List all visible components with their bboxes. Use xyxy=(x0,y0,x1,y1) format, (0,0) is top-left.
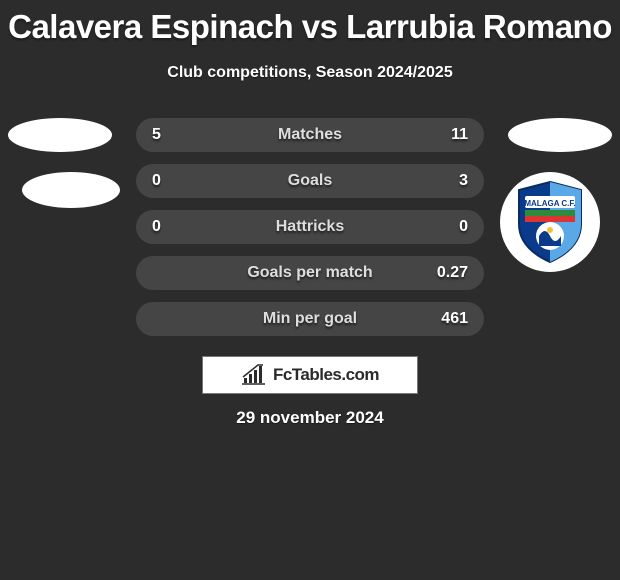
stat-row: 0 Hattricks 0 xyxy=(136,210,484,244)
svg-text:MALAGA C.F.: MALAGA C.F. xyxy=(524,199,575,208)
stat-row: 0 Goals 3 xyxy=(136,164,484,198)
stat-left-value: 0 xyxy=(152,172,212,190)
stat-right-value: 0.27 xyxy=(408,264,468,282)
stat-row: 5 Matches 11 xyxy=(136,118,484,152)
subtitle: Club competitions, Season 2024/2025 xyxy=(0,64,620,82)
stat-right-value: 461 xyxy=(408,310,468,328)
fctables-logo: FcTables.com xyxy=(202,356,418,394)
stat-left-value: 0 xyxy=(152,218,212,236)
comparison-card: Calavera Espinach vs Larrubia Romano Clu… xyxy=(0,0,620,580)
team1-badge-placeholder xyxy=(22,172,120,208)
date-label: 29 november 2024 xyxy=(0,408,620,428)
stat-label: Min per goal xyxy=(212,310,408,328)
stat-right-value: 0 xyxy=(408,218,468,236)
stat-right-value: 3 xyxy=(408,172,468,190)
stat-row: Min per goal 461 xyxy=(136,302,484,336)
player2-avatar-placeholder xyxy=(508,118,612,152)
stat-row: Goals per match 0.27 xyxy=(136,256,484,290)
team2-badge: MALAGA C.F. xyxy=(500,172,600,272)
player1-avatar-placeholder xyxy=(8,118,112,152)
stats-table: 5 Matches 11 0 Goals 3 0 Hattricks 0 Goa… xyxy=(136,118,484,348)
stat-label: Matches xyxy=(212,126,408,144)
stat-right-value: 11 xyxy=(408,126,468,144)
page-title: Calavera Espinach vs Larrubia Romano xyxy=(0,0,620,46)
malaga-cf-badge-icon: MALAGA C.F. xyxy=(515,180,585,264)
fctables-logo-text: FcTables.com xyxy=(273,365,379,385)
stat-label: Goals per match xyxy=(212,264,408,282)
bar-chart-icon xyxy=(241,364,267,386)
stat-label: Goals xyxy=(212,172,408,190)
stat-left-value: 5 xyxy=(152,126,212,144)
stat-label: Hattricks xyxy=(212,218,408,236)
